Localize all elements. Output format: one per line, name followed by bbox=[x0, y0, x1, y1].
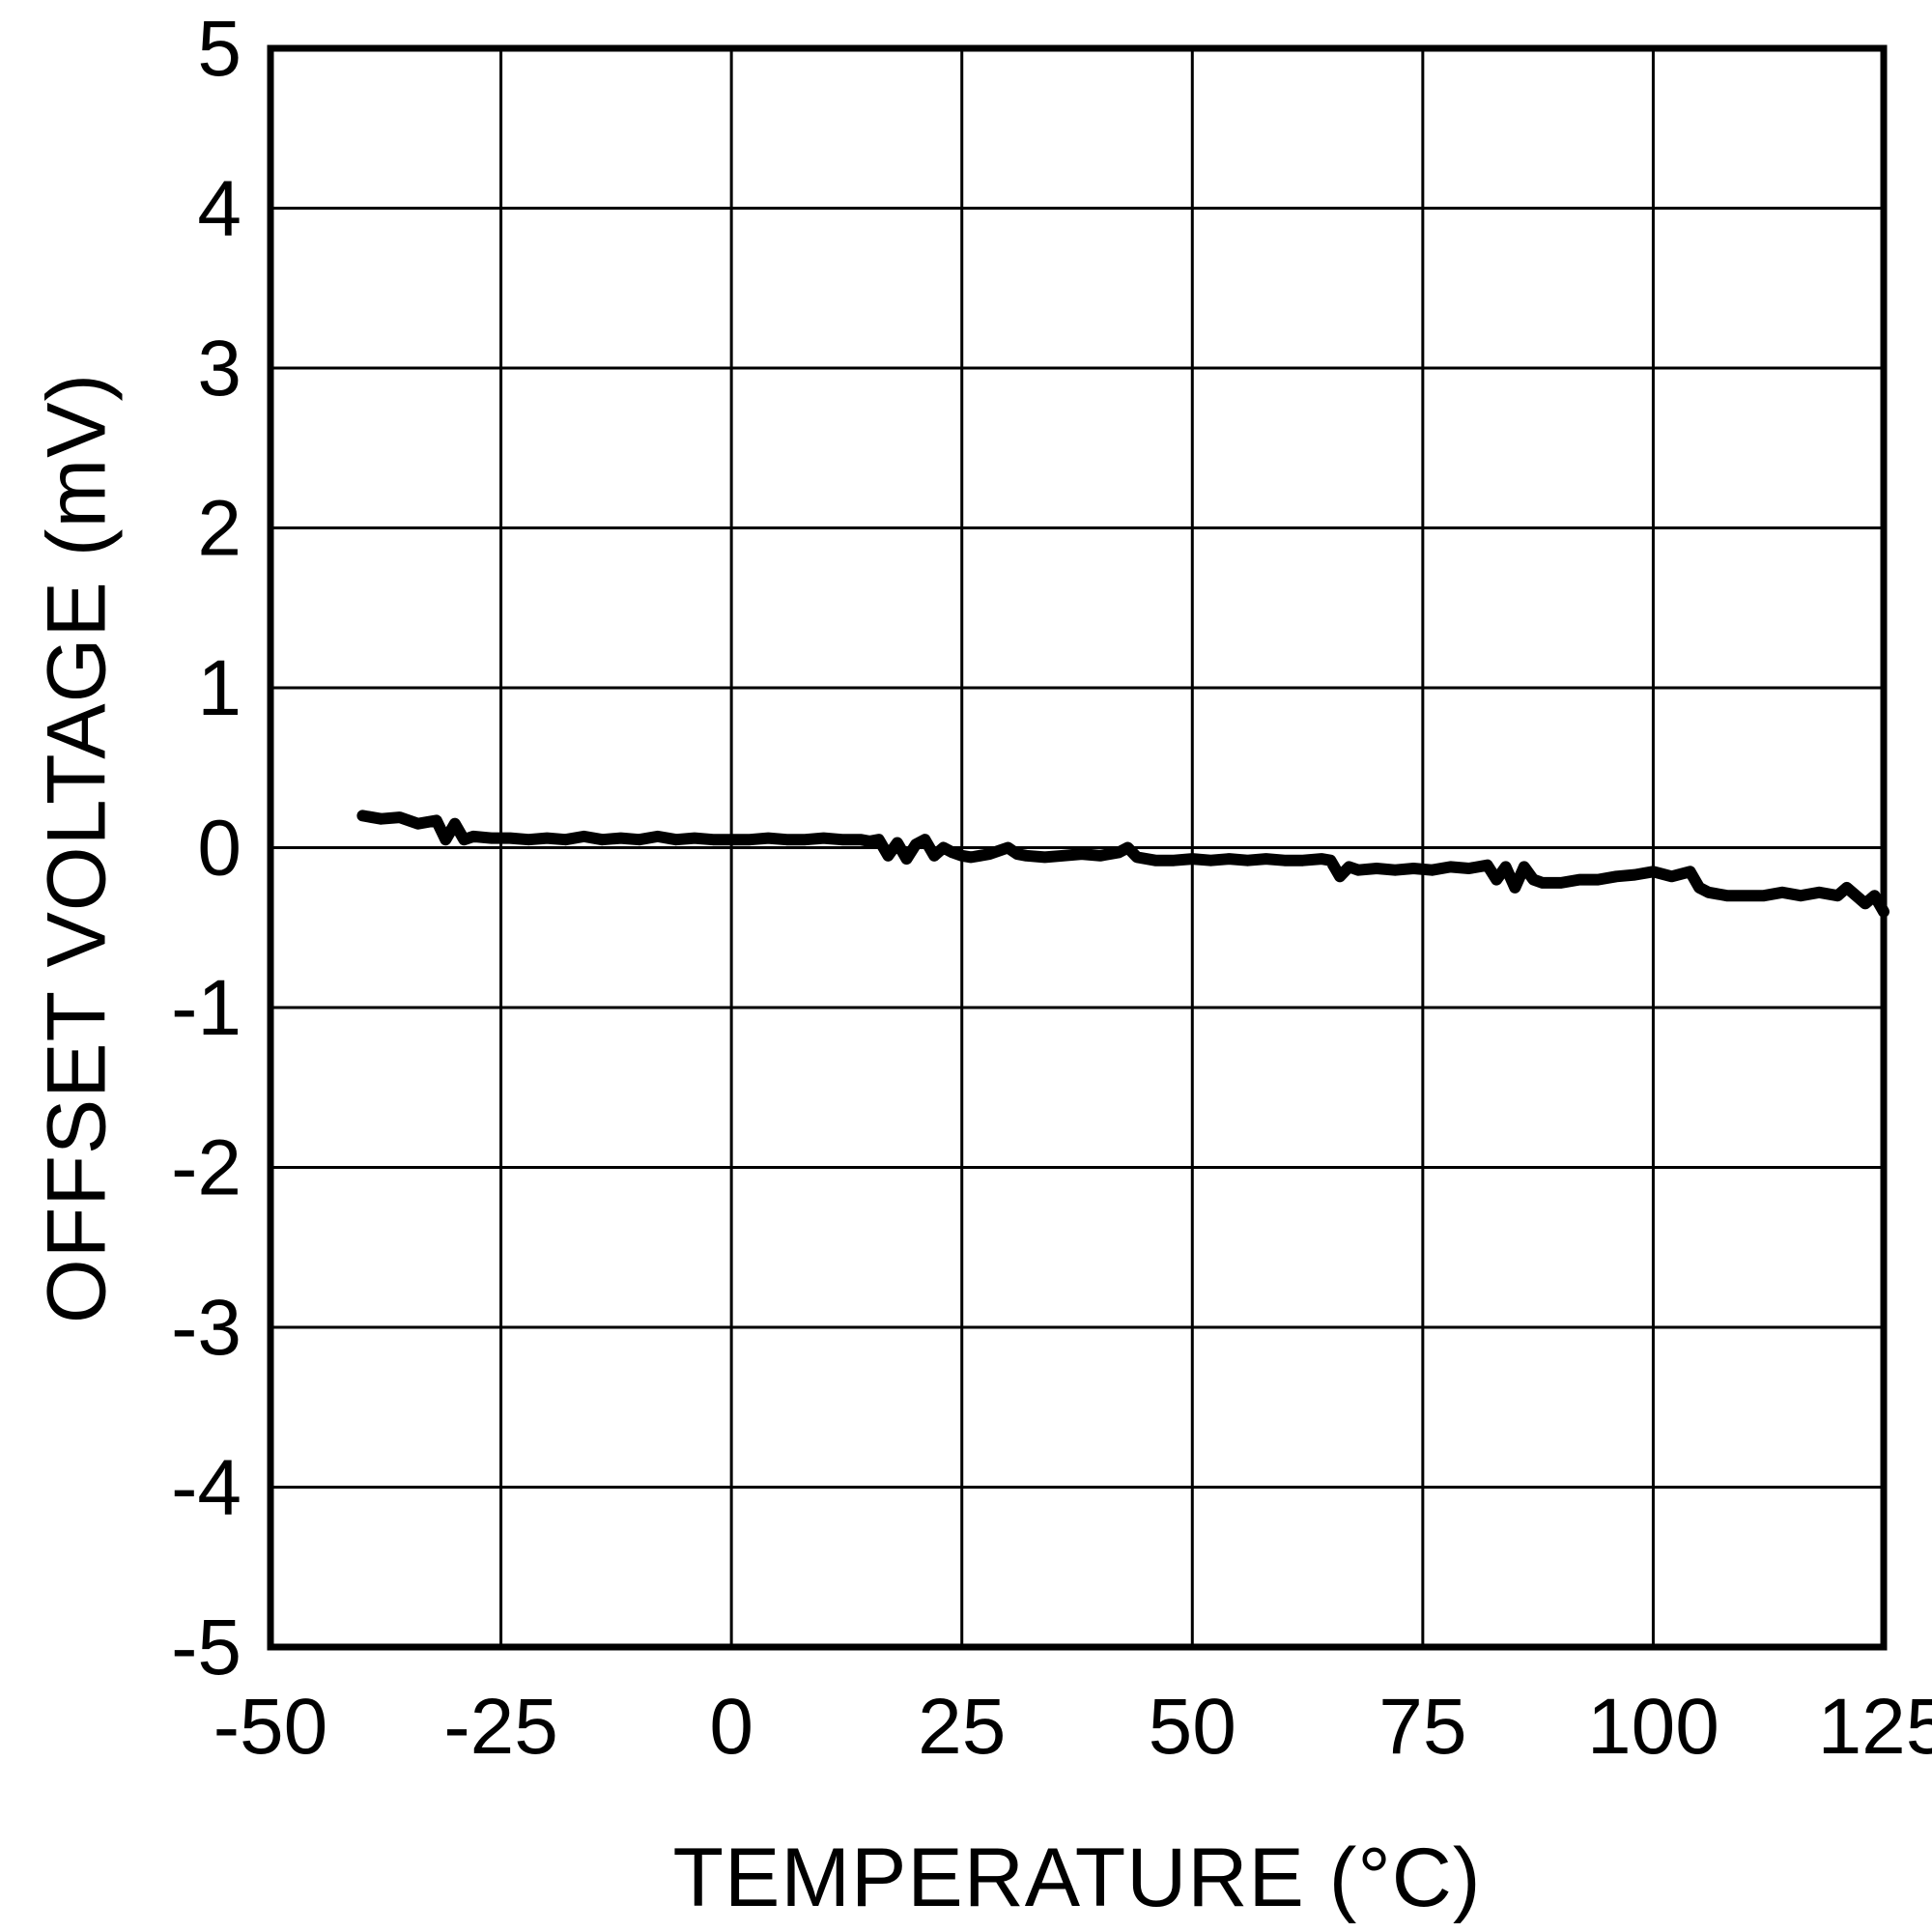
y-tick-label: 2 bbox=[197, 485, 242, 573]
y-tick-label: -4 bbox=[171, 1444, 242, 1532]
y-tick-label: 0 bbox=[197, 805, 242, 893]
data-line-offset-voltage bbox=[356, 810, 1889, 918]
x-tick-label: 75 bbox=[1378, 1683, 1466, 1771]
y-tick-label: 5 bbox=[197, 5, 242, 93]
y-tick-label: 4 bbox=[197, 165, 242, 253]
x-tick-label: 50 bbox=[1149, 1683, 1236, 1771]
x-tick-label: 100 bbox=[1587, 1683, 1719, 1771]
x-tick-label: 0 bbox=[709, 1683, 753, 1771]
x-tick-label: 25 bbox=[918, 1683, 1006, 1771]
x-tick-label: -50 bbox=[213, 1683, 328, 1771]
x-tick-label: -25 bbox=[443, 1683, 558, 1771]
y-tick-label: -2 bbox=[171, 1124, 242, 1212]
y-tick-label: -3 bbox=[171, 1284, 242, 1372]
x-axis-label: TEMPERATURE (°C) bbox=[672, 1832, 1482, 1924]
y-tick-label: -1 bbox=[171, 964, 242, 1052]
x-tick-label: 125 bbox=[1818, 1683, 1932, 1771]
y-tick-label: 1 bbox=[197, 644, 242, 732]
y-tick-label: -5 bbox=[171, 1604, 242, 1691]
plot-border bbox=[267, 44, 1888, 1651]
y-axis-label: OFFSET VOLTAGE (mV) bbox=[30, 372, 124, 1324]
y-tick-label: 3 bbox=[197, 325, 242, 412]
